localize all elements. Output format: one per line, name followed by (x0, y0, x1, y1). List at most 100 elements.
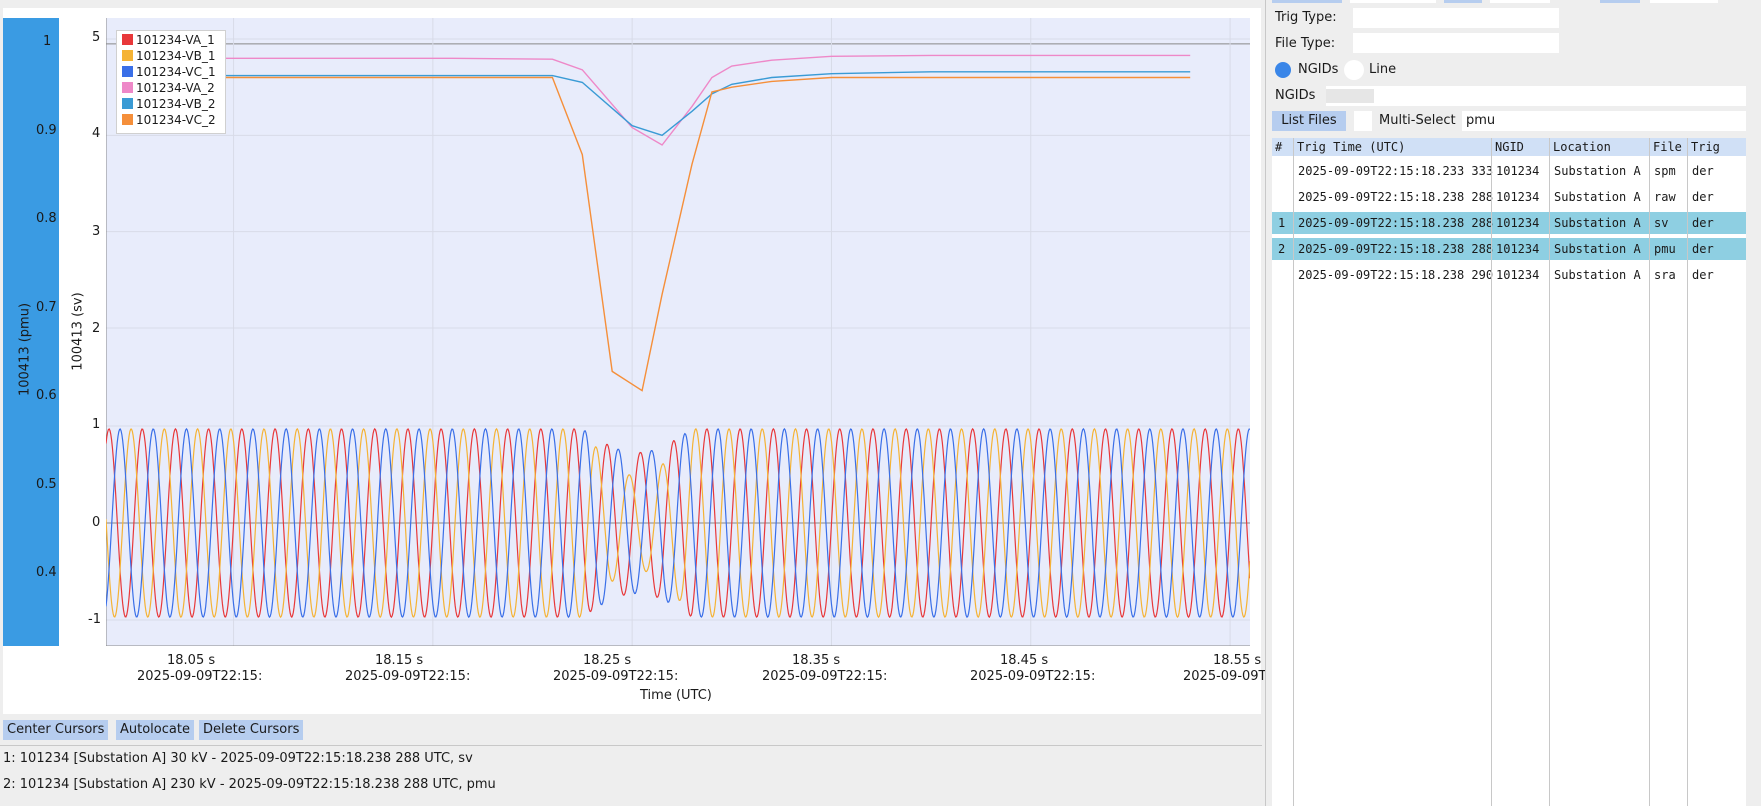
col-header-trig-time[interactable]: Trig Time (UTC) (1294, 138, 1492, 156)
table-cell-trig: der (1692, 190, 1714, 204)
table-row[interactable]: 2025-09-09T22:15:18.238 290 101234 Substat… (1272, 264, 1746, 286)
pmu-tick: 0.9 (36, 123, 57, 138)
pmu-tick: 0.4 (36, 565, 57, 580)
x-tick-date: 2025-09-09T22:15: (345, 669, 471, 684)
col-header-location[interactable]: Location (1550, 138, 1650, 156)
legend-entry: 101234-VB_1 (122, 49, 216, 64)
top-button-partial[interactable] (1272, 0, 1342, 3)
sv-tick: 5 (92, 30, 101, 45)
column-separator (1687, 138, 1688, 806)
center-cursors-button[interactable]: Center Cursors (3, 720, 109, 740)
table-cell-loc: Substation A (1554, 268, 1641, 282)
sv-tick: 3 (92, 224, 101, 239)
sv-axis-label: 100413 (sv) (70, 292, 86, 371)
table-cell-file: sv (1654, 216, 1669, 230)
x-tick-label: 18.35 s (792, 653, 841, 668)
legend-label: 101234-VB_1 (136, 49, 216, 63)
file-type-label: File Type: (1275, 36, 1336, 51)
x-axis-label: Time (UTC) (640, 688, 712, 703)
table-row[interactable]: 2025-09-09T22:15:18.238 288 101234 Substat… (1272, 186, 1746, 208)
table-cell-time: 2025-09-09T22:15:18.238 288 (1298, 216, 1494, 230)
pmu-axis-label: 100413 (pmu) (17, 302, 33, 397)
legend-label: 101234-VC_2 (136, 113, 216, 127)
radio-ngids[interactable] (1275, 62, 1291, 78)
column-separator (1491, 138, 1492, 806)
table-cell-file: sra (1654, 268, 1676, 282)
legend-entry: 101234-VA_2 (122, 81, 215, 96)
pmu-tick: 0.8 (36, 211, 57, 226)
top-field-partial[interactable] (1490, 0, 1550, 3)
top-field-partial[interactable] (1350, 0, 1436, 3)
table-cell-loc: Substation A (1554, 164, 1641, 178)
legend-entry: 101234-VC_1 (122, 65, 216, 80)
pmu-axis-band: 1 0.9 0.8 0.7 0.6 0.5 0.4 100413 (pmu) (3, 18, 59, 646)
x-tick-date: 2025-09-09T22:15: (553, 669, 679, 684)
trig-type-label: Trig Type: (1275, 10, 1337, 25)
ngids-field[interactable] (1326, 86, 1746, 106)
table-cell-loc: Substation A (1554, 216, 1641, 230)
ngids-label: NGIDs (1275, 88, 1316, 103)
legend-swatch (122, 98, 133, 109)
table-cell-time: 2025-09-09T22:15:18.233 333 (1298, 164, 1494, 178)
top-field-partial[interactable] (1650, 0, 1718, 3)
table-cell-trig: der (1692, 164, 1714, 178)
col-header-file[interactable]: File (1650, 138, 1688, 156)
file-type-field[interactable] (1353, 33, 1559, 53)
series-line (106, 427, 1250, 619)
pmu-tick: 1 (43, 34, 52, 49)
table-cell-ngid: 101234 (1496, 216, 1540, 230)
x-tick-label: 18.55 s (1213, 653, 1262, 668)
trig-type-field[interactable] (1353, 8, 1559, 28)
column-separator (1549, 138, 1550, 806)
x-tick-label: 18.15 s (375, 653, 424, 668)
table-cell-trig: der (1692, 216, 1714, 230)
x-tick-date: 2025-09-09T22:15: (970, 669, 1096, 684)
legend-label: 101234-VB_2 (136, 97, 216, 111)
radio-line-label: Line (1369, 62, 1397, 77)
table-cell-file: pmu (1654, 242, 1676, 256)
table-cell-loc: Substation A (1554, 242, 1641, 256)
sv-tick: 2 (92, 321, 101, 336)
chart-legend: 101234-VA_1 101234-VB_1 101234-VC_1 101234-… (116, 30, 226, 134)
table-cell-time: 2025-09-09T22:15:18.238 288 (1298, 242, 1494, 256)
legend-label: 101234-VA_2 (136, 81, 215, 95)
delete-cursors-button[interactable]: Delete Cursors (199, 720, 304, 740)
radio-ngids-label: NGIDs (1298, 62, 1339, 77)
legend-swatch (122, 34, 133, 45)
top-button-partial[interactable] (1444, 0, 1482, 3)
autolocate-button[interactable]: Autolocate (116, 720, 194, 740)
x-tick-label: 18.05 s (167, 653, 216, 668)
legend-swatch (122, 66, 133, 77)
legend-swatch (122, 114, 133, 125)
table-cell-trig: der (1692, 268, 1714, 282)
radio-line[interactable] (1344, 60, 1364, 80)
table-cell-ngid: 101234 (1496, 242, 1540, 256)
list-files-button[interactable]: List Files (1272, 111, 1346, 131)
series-line (133, 54, 1191, 146)
sv-tick: 4 (92, 126, 101, 141)
table-cell-file: spm (1654, 164, 1676, 178)
waveform-chart[interactable] (106, 18, 1250, 646)
table-row[interactable]: 1 2025-09-09T22:15:18.238 288 101234 Substa… (1272, 212, 1746, 234)
pmu-tick: 0.6 (36, 388, 57, 403)
table-cell-time: 2025-09-09T22:15:18.238 288 (1298, 190, 1494, 204)
table-cell-loc: Substation A (1554, 190, 1641, 204)
series-line (133, 71, 1191, 137)
col-header-trig[interactable]: Trig (1688, 138, 1746, 156)
table-row[interactable]: 2025-09-09T22:15:18.233 333 101234 Substat… (1272, 160, 1746, 182)
legend-swatch (122, 50, 133, 61)
col-header-num[interactable]: # (1272, 138, 1294, 156)
ngids-chip[interactable] (1326, 89, 1374, 103)
top-button-partial[interactable] (1600, 0, 1640, 3)
column-separator (1293, 138, 1294, 806)
table-cell-ngid: 101234 (1496, 164, 1540, 178)
legend-swatch (122, 82, 133, 93)
table-cell-ngid: 101234 (1496, 190, 1540, 204)
table-cell-ngid: 101234 (1496, 268, 1540, 282)
legend-label: 101234-VC_1 (136, 65, 216, 79)
multi-select-checkbox[interactable] (1354, 111, 1372, 131)
table-row[interactable]: 2 2025-09-09T22:15:18.238 288 101234 Substa… (1272, 238, 1746, 260)
table-cell-trig: der (1692, 242, 1714, 256)
multi-select-field[interactable]: pmu (1462, 111, 1746, 131)
col-header-ngid[interactable]: NGID (1492, 138, 1550, 156)
